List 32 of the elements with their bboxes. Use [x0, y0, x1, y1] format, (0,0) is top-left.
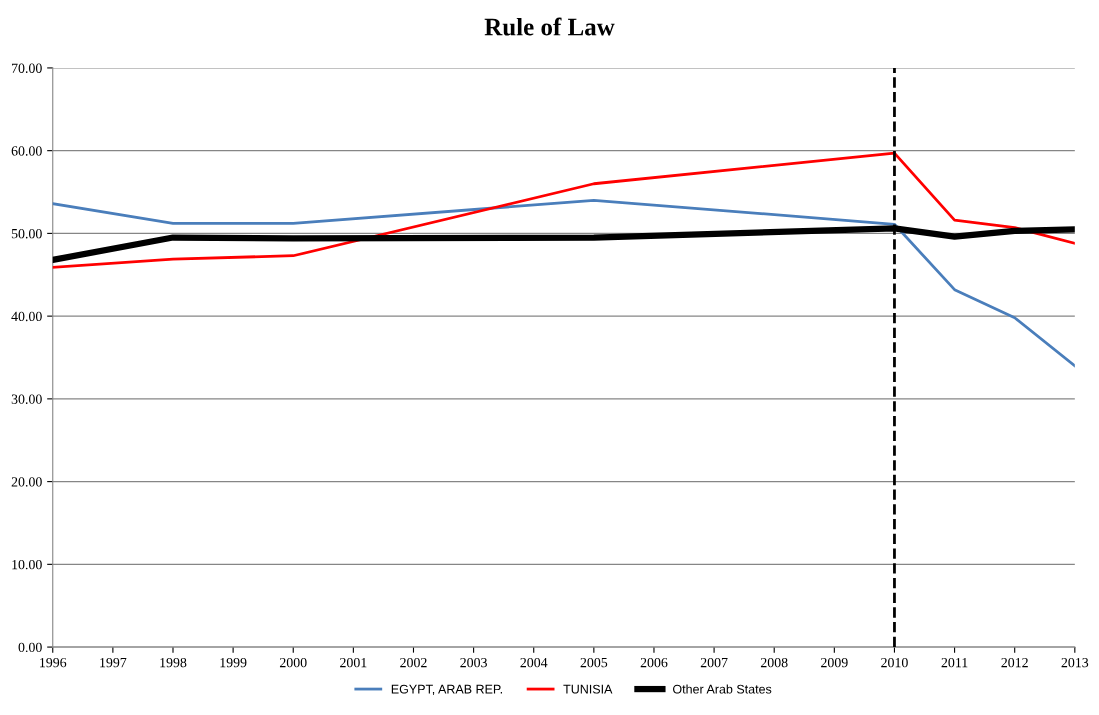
x-tick-label: 1998: [160, 657, 187, 668]
legend-label: Other Arab States: [673, 684, 772, 694]
x-tick-label: 2002: [400, 657, 427, 668]
x-tick-label: 1996: [40, 657, 67, 668]
x-tick-label: 2004: [520, 657, 548, 668]
line-series: [52, 151, 1075, 269]
x-tick-label: 2006: [640, 657, 668, 668]
x-tick-label: 2012: [1001, 657, 1028, 668]
x-tick-label: 1997: [100, 657, 127, 668]
x-tick-label: 2011: [941, 657, 968, 668]
x-tick-label: 2000: [279, 657, 307, 668]
x-tick-label: 2009: [821, 657, 848, 668]
y-tick-label: 30.00: [11, 394, 42, 404]
y-tick-label: 40.00: [11, 311, 42, 322]
y-tick-label: 70.00: [12, 63, 42, 73]
y-tick-label: 0.00: [18, 642, 42, 653]
x-tick-label: 2007: [700, 657, 728, 668]
x-tick-label: 2010: [881, 657, 908, 668]
x-tick-label: 1999: [220, 657, 247, 668]
legend-label: EGYPT, ARAB REP.: [391, 684, 502, 696]
y-tick-label: 60.00: [11, 146, 42, 156]
chart-title: Rule of Law: [484, 17, 615, 36]
x-tick-label: 2003: [460, 657, 487, 668]
y-tick-label: 20.00: [11, 477, 42, 487]
x-tick-label: 2008: [760, 657, 788, 668]
x-tick-label: 2001: [340, 657, 367, 668]
x-tick-label: 2005: [580, 657, 608, 668]
x-tick-label: 2013: [1061, 657, 1089, 668]
y-tick-label: 50.00: [11, 228, 42, 239]
line-series: [52, 198, 1075, 368]
legend-label: TUNISIA: [563, 684, 613, 694]
y-tick-label: 10.00: [12, 559, 42, 570]
